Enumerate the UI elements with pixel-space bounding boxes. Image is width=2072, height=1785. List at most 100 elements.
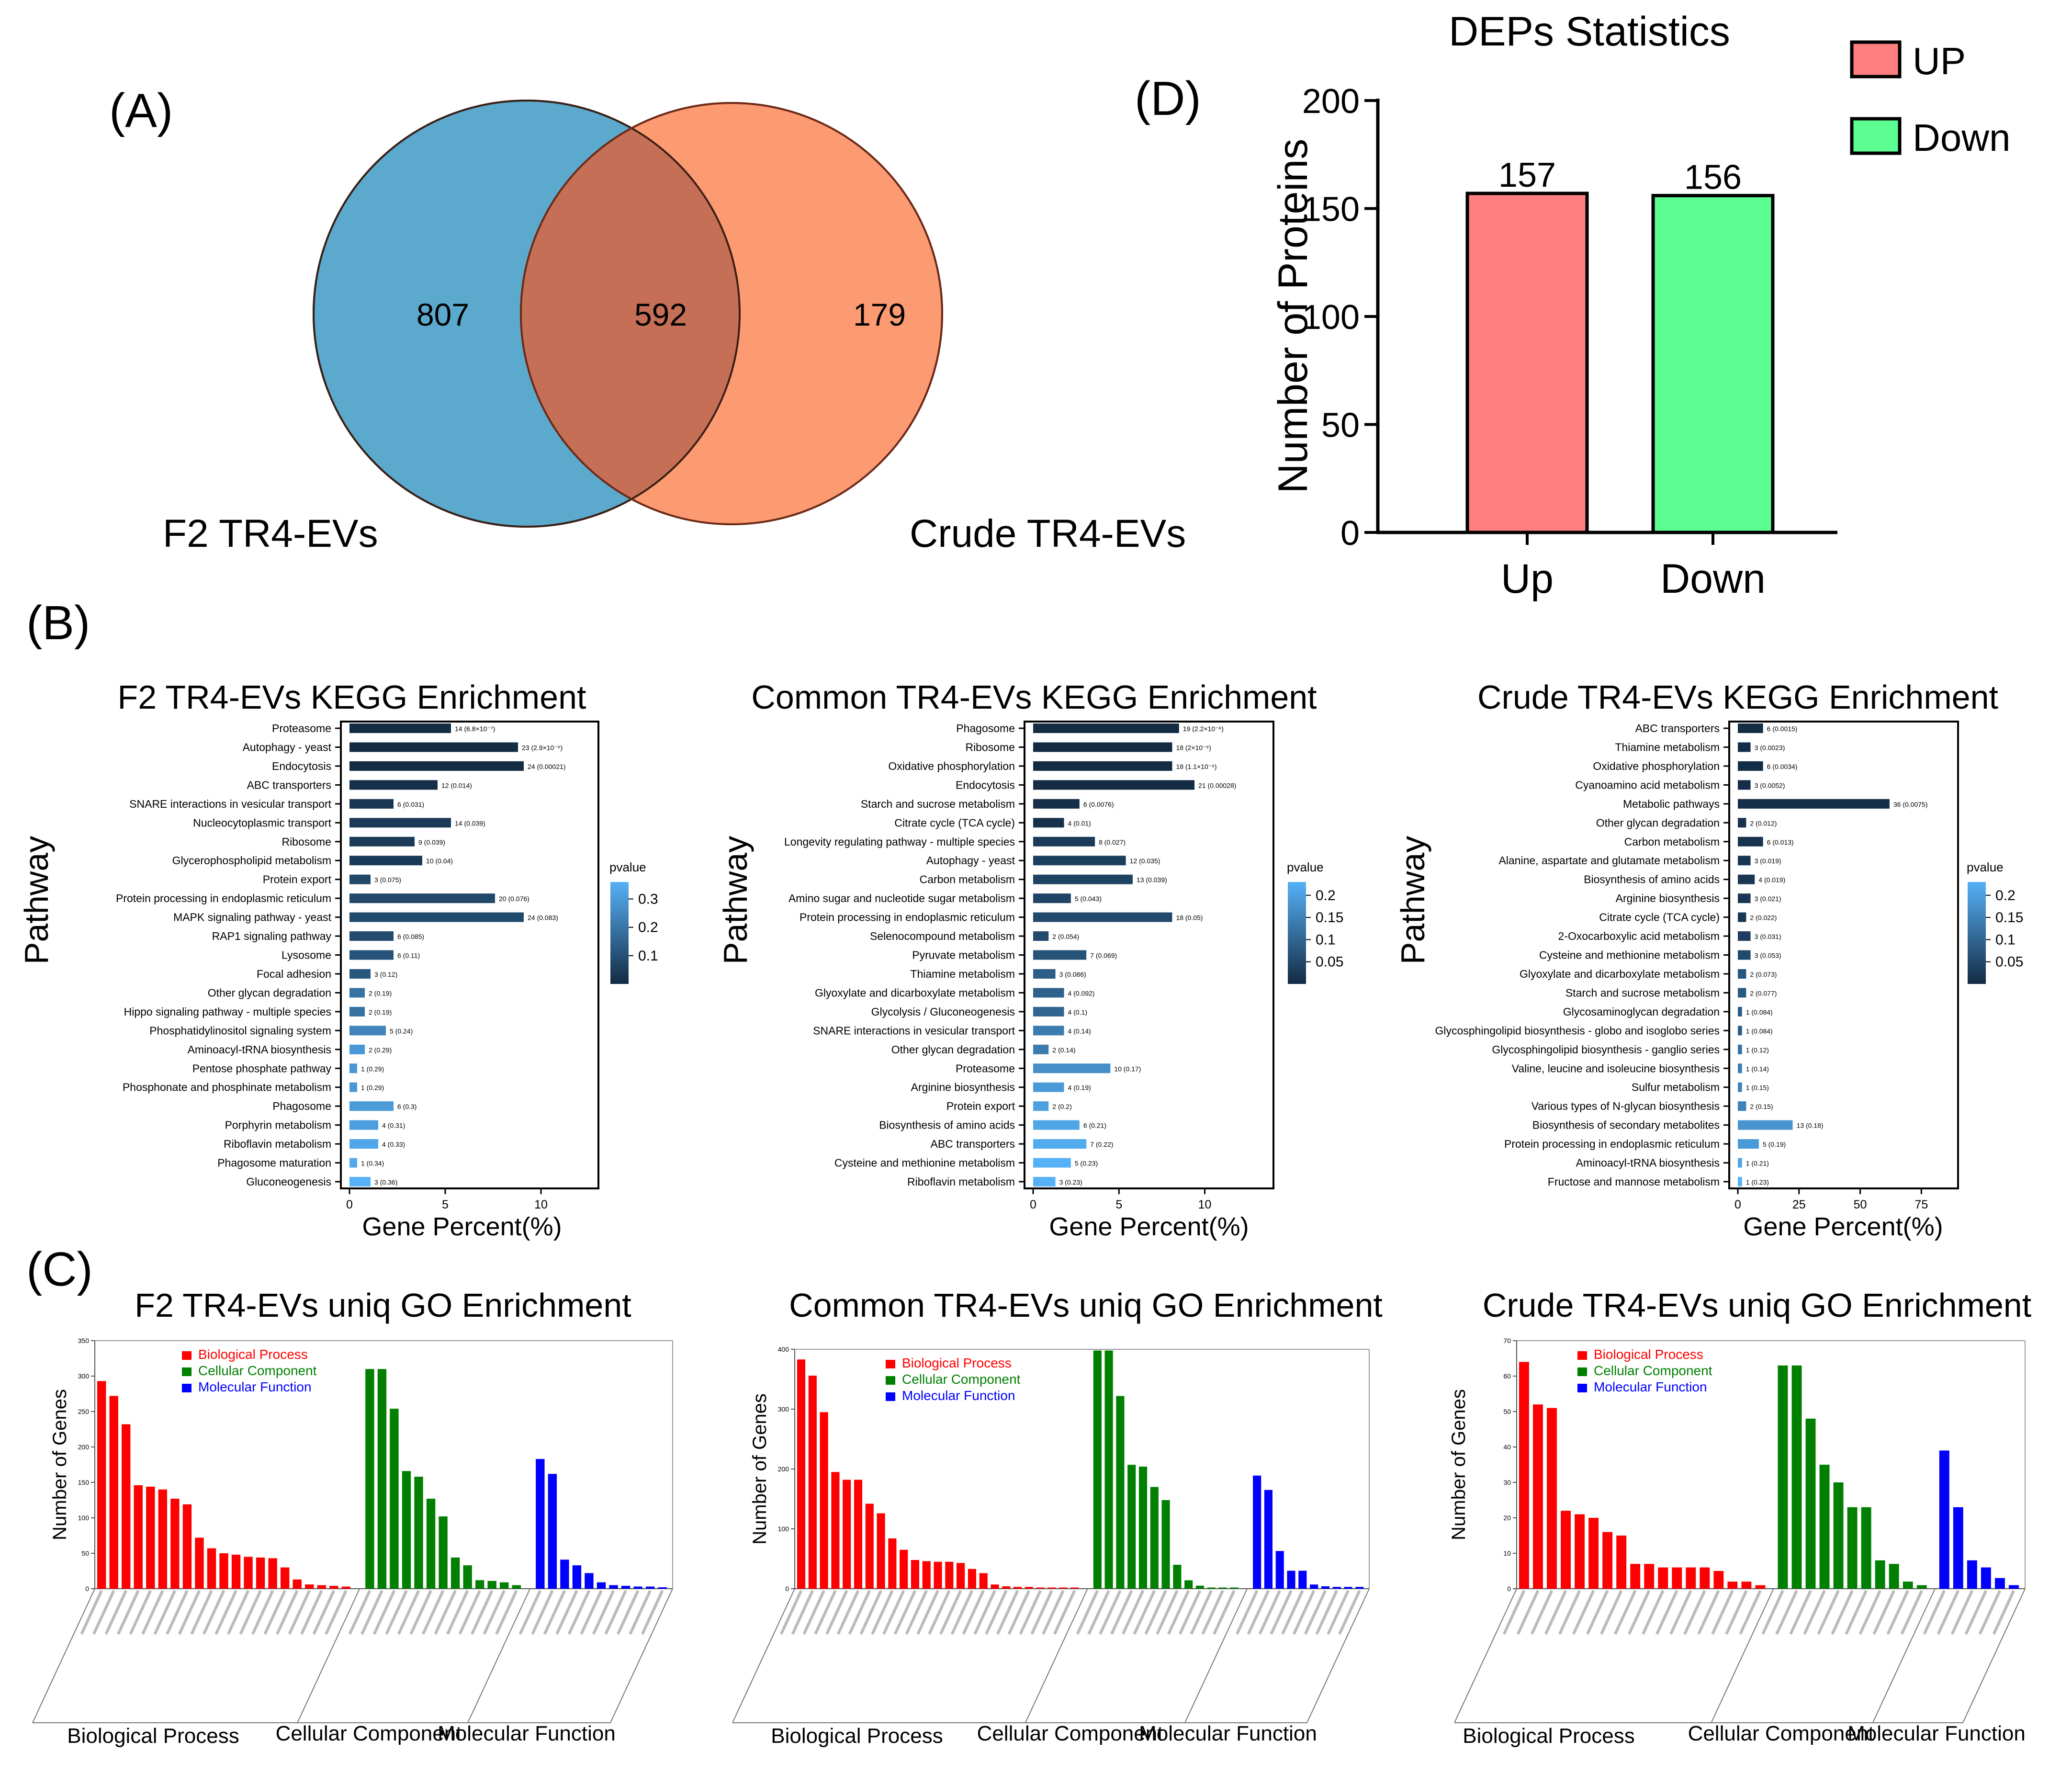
kegg-crude-bar [1738, 1177, 1742, 1186]
kegg-f2-bar [349, 1026, 386, 1036]
go-crude-group-label-mf: Molecular Function [1847, 1722, 2026, 1745]
kegg-crude-bar-label: 13 (0.18) [1796, 1122, 1823, 1130]
go-crude-x-tick-label-placeholder [1516, 1590, 1540, 1635]
go-crude-bar-molecular-function [2008, 1585, 2019, 1589]
kegg-common-bar [1033, 1044, 1049, 1054]
kegg-crude-bar [1738, 1026, 1742, 1036]
kegg-f2-bar-label: 3 (0.075) [374, 876, 401, 884]
go-f2-bar-biological-process [329, 1586, 338, 1589]
go-f2-y-tick-label: 100 [78, 1514, 90, 1522]
kegg-f2-bar [349, 1063, 357, 1073]
go-common-legend-label: Biological Process [902, 1356, 1012, 1370]
kegg-crude-pathway-label: Other glycan degradation [1596, 816, 1720, 829]
go-f2-bar-biological-process [341, 1586, 351, 1589]
kegg-crude-bar [1738, 969, 1746, 979]
go-common-bar-biological-process [1002, 1586, 1011, 1589]
kegg-common-bar-label: 4 (0.1) [1068, 1008, 1087, 1016]
go-f2-bar-biological-process [244, 1557, 253, 1589]
kegg-common-bar [1033, 1120, 1080, 1130]
kegg-crude-bar [1738, 761, 1763, 771]
go-f2-x-tick-label-placeholder [312, 1590, 336, 1635]
go-f2-x-tick-label-placeholder [641, 1590, 664, 1635]
kegg-common-bar-label: 3 (0.086) [1059, 971, 1086, 978]
go-f2-x-tick-label-placeholder [190, 1590, 213, 1635]
go-common-x-tick-label-placeholder [1007, 1590, 1031, 1635]
go-common-bar-cellular-component [1195, 1585, 1205, 1589]
go-common-chart: Common TR4-EVs uniq GO Enrichment 0 100 200… [732, 1287, 1383, 1748]
kegg-f2-colorbar-tick-label: 0.3 [638, 892, 658, 907]
go-f2-bar-biological-process [293, 1579, 302, 1589]
kegg-crude-bar [1738, 1063, 1742, 1073]
kegg-common-pathway-label: Proteasome [956, 1062, 1015, 1074]
go-f2-bar-biological-process [219, 1553, 228, 1589]
go-common-x-tick-label-placeholder [814, 1590, 837, 1635]
kegg-f2-pathway-label: Ribosome [282, 836, 331, 848]
go-crude-legend-swatch [1577, 1384, 1587, 1392]
kegg-common-bar-label: 4 (0.01) [1068, 819, 1091, 827]
go-f2-legend-label: Molecular Function [198, 1379, 312, 1394]
go-crude-x-tick-label-placeholder [1886, 1590, 1909, 1635]
kegg-crude-bar [1738, 1101, 1746, 1111]
go-crude-x-tick-label-placeholder [1683, 1590, 1706, 1635]
go-common-y-label: Number of Genes [749, 1393, 770, 1545]
kegg-f2-bar-label: 9 (0.039) [418, 838, 445, 846]
go-crude-bar-biological-process [1644, 1564, 1655, 1589]
go-f2-bar-biological-process [122, 1424, 131, 1589]
go-crude-bar-biological-process [1686, 1567, 1696, 1589]
kegg-f2-bar-label: 2 (0.19) [369, 1008, 392, 1016]
kegg-common-bar [1033, 1063, 1111, 1073]
kegg-f2-bar [349, 893, 495, 904]
go-common-x-tick-label-placeholder [1019, 1590, 1042, 1635]
kegg-f2-bar-label: 1 (0.29) [361, 1065, 384, 1073]
go-common-bar-molecular-function [1332, 1587, 1341, 1589]
kegg-crude-bar-label: 1 (0.15) [1746, 1084, 1769, 1092]
go-crude-bar-molecular-function [1981, 1567, 1991, 1589]
go-f2-chart: F2 TR4-EVs uniq GO Enrichment 0 50 100 150 20… [32, 1287, 673, 1748]
kegg-crude-pathway-label: Oxidative phosphorylation [1593, 760, 1720, 772]
go-crude-bar-biological-process [1519, 1362, 1529, 1589]
kegg-crude-bar-label: 1 (0.23) [1746, 1178, 1769, 1186]
go-common-bar-biological-process [945, 1561, 954, 1589]
go-f2-bar-cellular-component [426, 1499, 436, 1589]
go-f2-x-tick-label-placeholder [288, 1590, 311, 1635]
kegg-common-bar-label: 2 (0.14) [1052, 1046, 1075, 1054]
go-f2-bar-biological-process [256, 1557, 265, 1589]
go-crude-group-label-bp: Biological Process [1463, 1724, 1635, 1748]
kegg-f2-bar-label: 3 (0.12) [374, 971, 397, 978]
go-crude-bar-molecular-function [1967, 1560, 1977, 1589]
go-crude-bar-biological-process [1727, 1582, 1738, 1589]
go-crude-bar-molecular-function [1953, 1507, 1963, 1589]
go-common-x-tick-label-placeholder [1327, 1590, 1350, 1635]
venn-outline-left [313, 100, 741, 528]
go-crude-bar-cellular-component [1875, 1560, 1885, 1589]
go-crude-x-tick-label-placeholder [1923, 1590, 1946, 1635]
kegg-f2-bar-label: 6 (0.11) [397, 952, 420, 960]
kegg-crude-pathway-label: Starch and sucrose metabolism [1565, 986, 1720, 999]
go-crude-bar-cellular-component [1778, 1365, 1788, 1589]
go-f2-x-tick-label-placeholder [385, 1590, 408, 1635]
kegg-f2-pathway-label: Protein processing in endoplasmic reticu… [116, 892, 331, 904]
kegg-common-chart: Common TR4-EVs KEGG Enrichment Phagosome 1… [717, 678, 1343, 1241]
go-f2-bar-cellular-component [439, 1516, 448, 1589]
kegg-common-pathway-label: Autophagy - yeast [926, 854, 1015, 867]
kegg-f2-bar [349, 1177, 371, 1186]
go-f2-x-tick-label-placeholder [92, 1590, 115, 1635]
go-common-bar-biological-process [865, 1503, 874, 1589]
deps-y-tick-label: 50 [1321, 407, 1360, 445]
go-common-x-tick-label-placeholder [1270, 1590, 1293, 1635]
kegg-common-colorbar-tick-label: 0.05 [1316, 954, 1343, 970]
kegg-f2-pathway-label: Lysosome [282, 949, 331, 961]
go-crude-bar-biological-process [1602, 1532, 1613, 1589]
kegg-f2-bar [349, 988, 365, 998]
kegg-crude-x-tick-label: 75 [1914, 1198, 1928, 1211]
go-f2-bar-biological-process [182, 1504, 192, 1589]
kegg-common-pathway-label: Arginine biosynthesis [911, 1081, 1015, 1094]
kegg-common-bar [1033, 1177, 1056, 1186]
kegg-crude-pathway-label: 2-Oxocarboxylic acid metabolism [1558, 930, 1720, 942]
go-common-bar-biological-process [1047, 1587, 1056, 1589]
kegg-crude-bar [1738, 931, 1751, 941]
kegg-f2-pathway-label: Pentose phosphate pathway [192, 1062, 332, 1074]
kegg-f2-bar-label: 10 (0.04) [426, 857, 453, 865]
go-common-bar-cellular-component [1207, 1587, 1216, 1589]
